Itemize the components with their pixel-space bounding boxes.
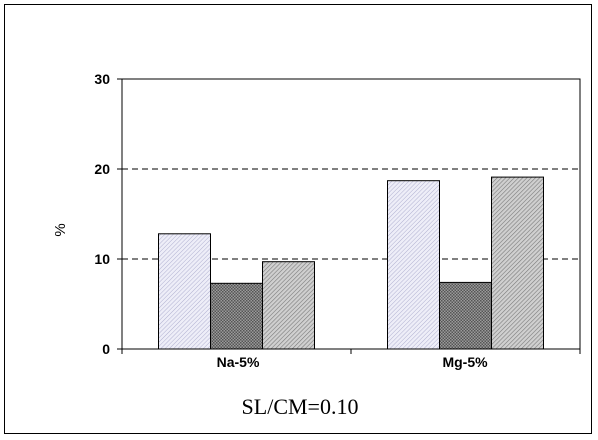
x-tick-label-na: Na-5% [217,354,260,370]
y-tick-label-10: 10 [94,251,110,267]
y-tick-label-30: 30 [94,71,110,87]
bar-mg5-series2 [439,281,492,350]
y-tick-label-20: 20 [94,161,110,177]
x-tick-label-mg: Mg-5% [442,354,488,370]
bar-na5-series2 [210,282,263,350]
bar-mg5-series1 [387,180,440,350]
bar-na5-series3 [262,261,315,350]
bar-na5-series1 [158,233,211,350]
y-axis-label: % [52,223,69,236]
y-tick-label-0: 0 [102,341,110,357]
bar-mg5-series3 [491,176,544,350]
x-axis-caption: SL/CM=0.10 [242,394,359,419]
